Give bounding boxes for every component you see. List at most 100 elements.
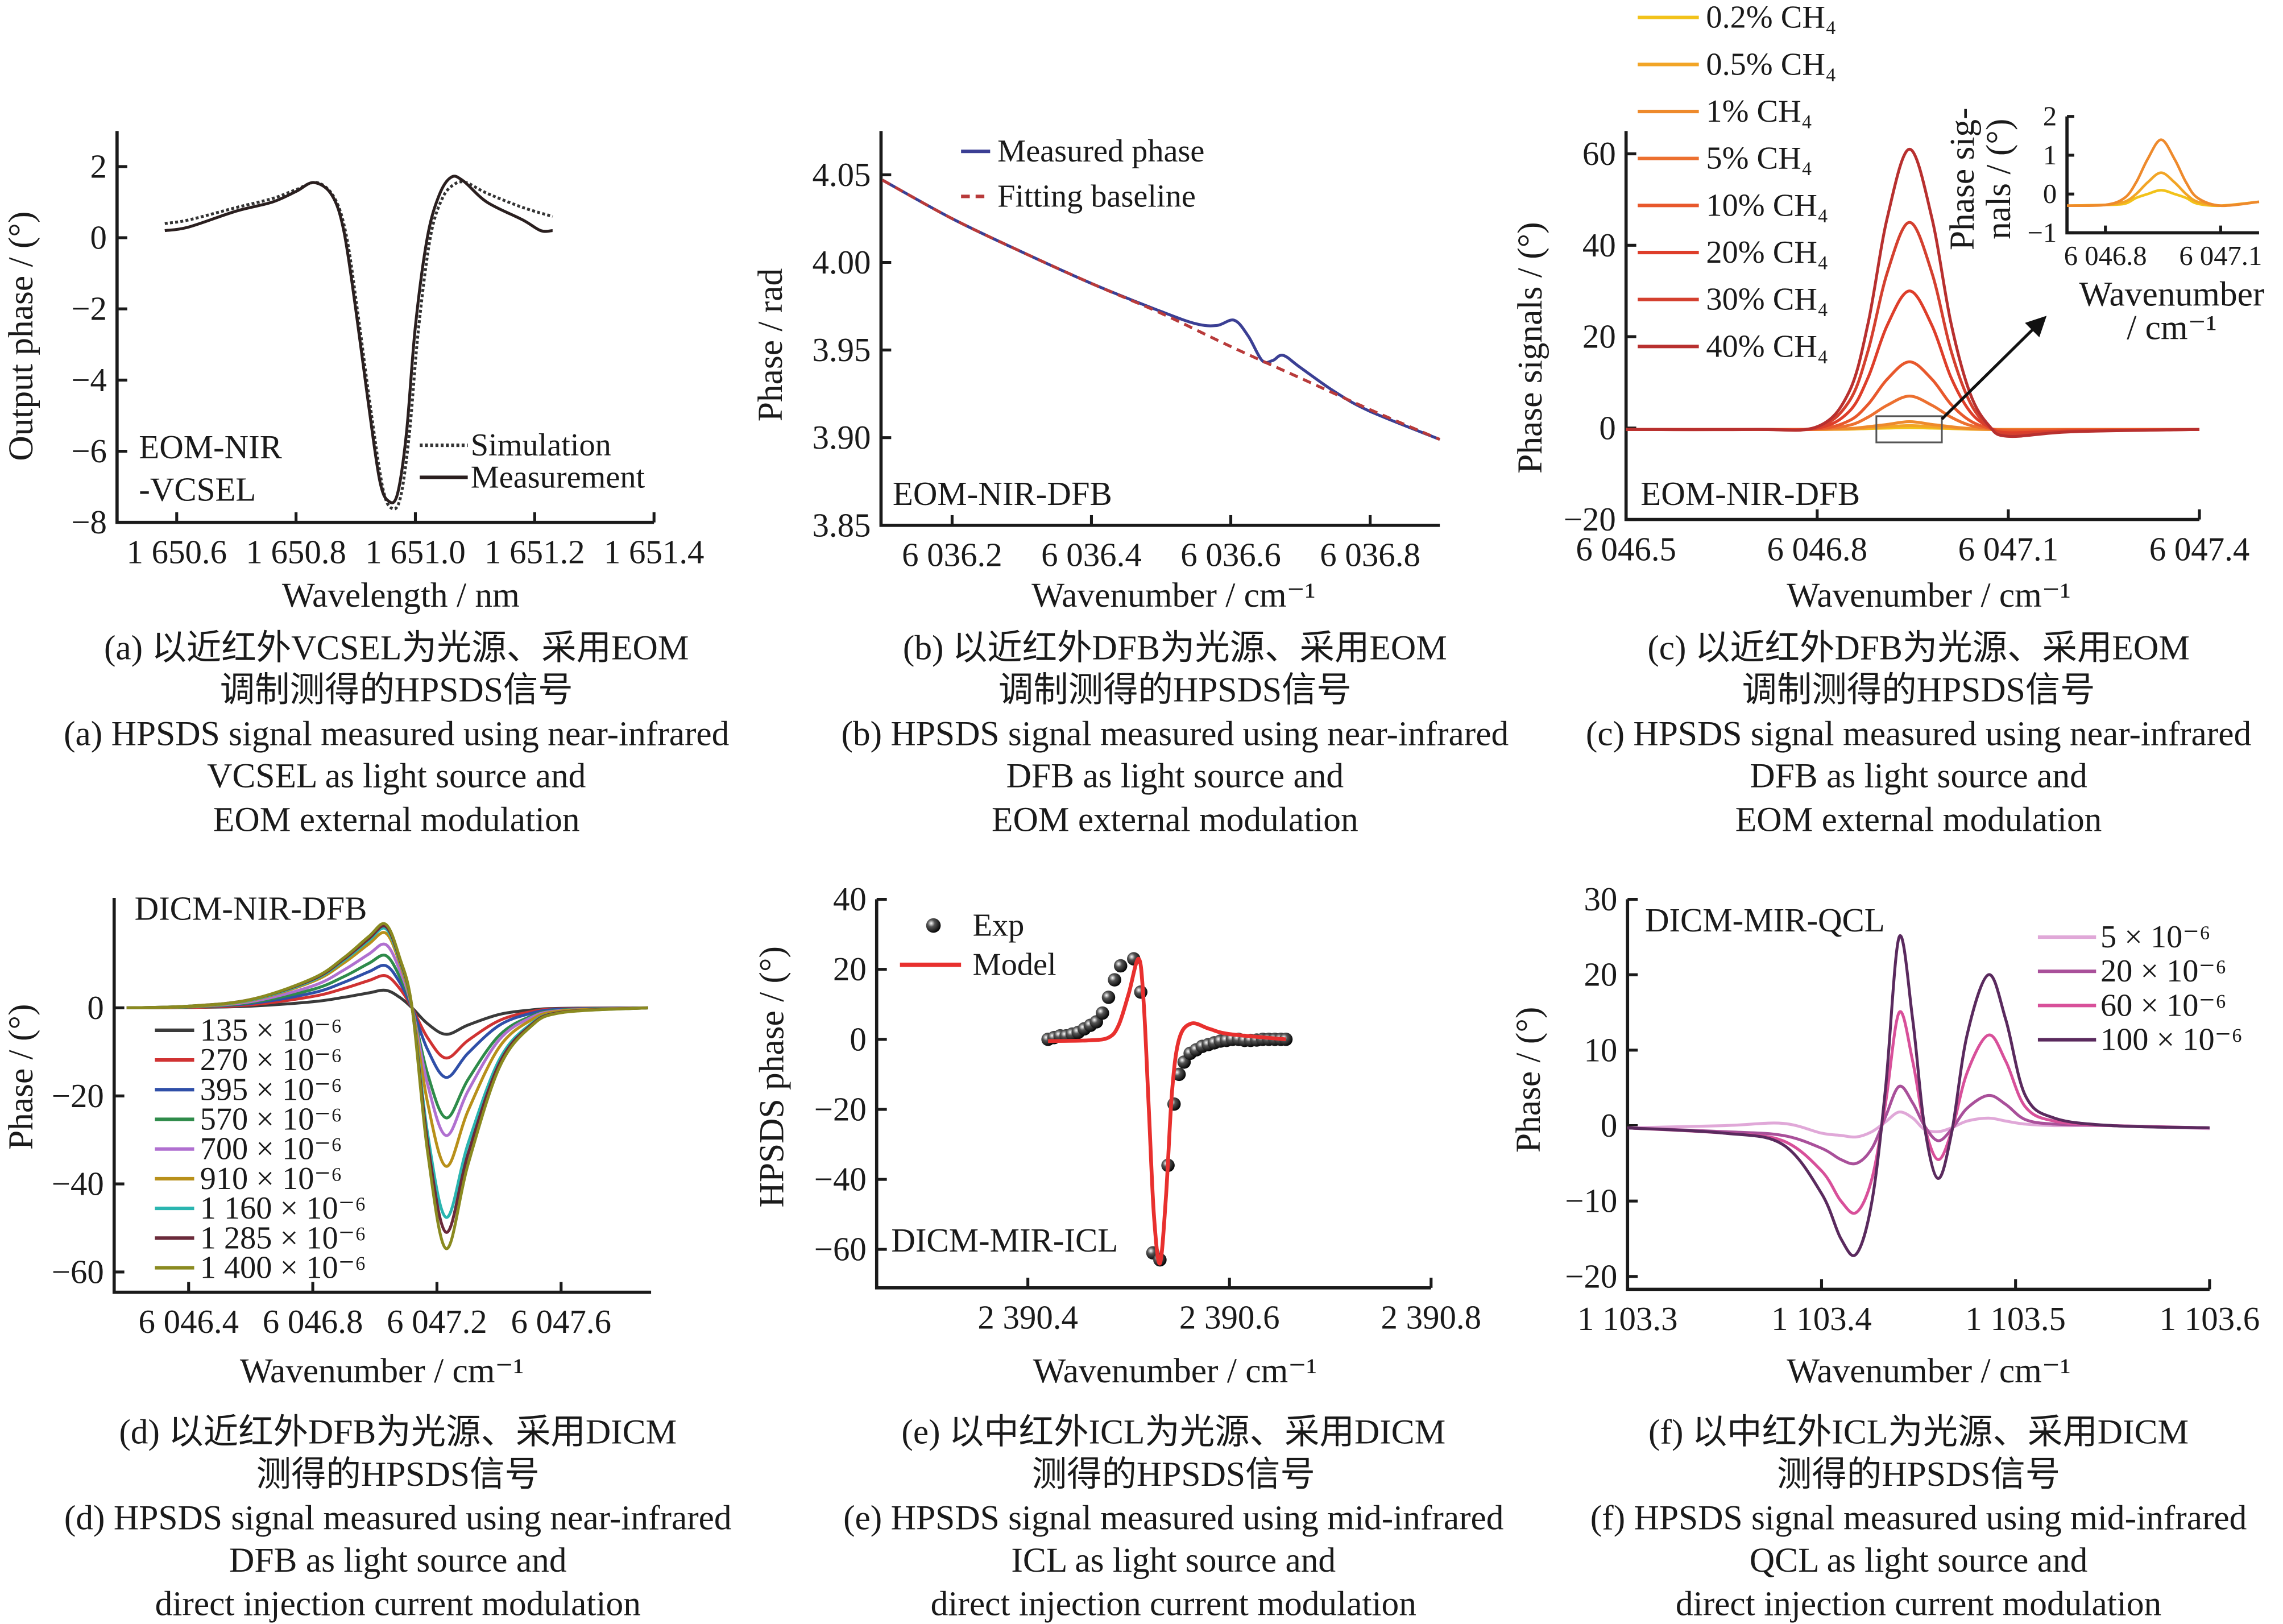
y-tick-label: −20 [814,1091,867,1128]
x-tick-label: 6 047.2 [387,1303,487,1340]
caption-line: ICL as light source and [1011,1541,1336,1580]
series-line [1626,147,2200,438]
series-group [1041,952,1293,1267]
legend-item: 60 × 10⁻⁶ [2037,988,2227,1023]
x-tick-label: 1 651.0 [365,533,466,570]
series-line [1627,1111,2210,1139]
y-axis-title: Phase / (°) [2,1004,40,1150]
x-tick-label: 6 046.5 [1576,531,1676,567]
y-tick-label: 3.85 [812,507,871,544]
chart-panel-a: 1 650.6 1 650.8 1 651.0 1 651.2 1 651.4 2 0 −2 −… [2,131,704,615]
caption-line: (f) 以中红外ICL为光源、采用DICM [1648,1413,2189,1452]
y-tick-label: 3.90 [812,419,871,456]
y-tick-label: −20 [1564,501,1616,538]
x-tick-label: 1 103.6 [2160,1300,2260,1337]
legend-label: Measurement [471,459,645,495]
legend-item: Exp [926,908,1024,943]
series-group [1626,147,2200,438]
legend-item: 135 × 10⁻⁶ [155,1013,342,1048]
x-tick-label: 6 036.4 [1041,537,1142,574]
x-tick-label: 6 047.4 [2149,531,2250,567]
legend-label: 30% CH₄ [1706,282,1828,317]
axis-lines [2065,116,2259,235]
caption-line: direct injection current modulation [1676,1585,2161,1623]
series-line [164,175,553,504]
caption-line: 测得的HPSDS信号 [1777,1455,2060,1494]
legend-item: 0.2% CH₄ [1638,0,1837,35]
legend: Measured phase Fitting baseline [961,134,1204,214]
x-tick-label: 2 390.6 [1179,1299,1280,1336]
caption-line: 测得的HPSDS信号 [256,1455,540,1494]
legend: 0.2% CH₄ 0.5% CH₄ 1% CH₄ 5% CH₄ 10% CH₄ 20% C… [1638,0,1837,364]
x-tick-label: 2 390.8 [1381,1299,1481,1336]
caption-line: (b) HPSDS signal measured using near-inf… [841,714,1509,753]
y-tick-label: 20 [1582,318,1616,355]
caption-line: (e) 以中红外ICL为光源、采用DICM [901,1413,1445,1452]
legend: Exp Model [900,908,1056,983]
y-tick-label: 4.00 [812,244,871,281]
inset-series-line [2067,138,2260,208]
legend-item: 20 × 10⁻⁶ [2037,954,2227,989]
panel-annotation: DICM-NIR-DFB [135,890,367,927]
caption-line: (e) HPSDS signal measured using mid-infr… [843,1499,1503,1538]
series-group [164,175,553,511]
legend-label: 395 × 10⁻⁶ [200,1072,342,1107]
y-tick-label: −60 [814,1231,867,1268]
y-tick-label: 4.05 [812,156,871,193]
y-tick-label: −20 [52,1078,104,1115]
legend-label: Measured phase [997,134,1204,169]
x-tick-label: 2 390.4 [977,1299,1078,1336]
arrow-icon [1941,316,2047,420]
caption-line: (f) HPSDS signal measured using mid-infr… [1590,1499,2247,1538]
x-tick-label: 1 650.8 [246,533,346,570]
y-axis-title: Phase / (°) [1509,1007,1548,1153]
legend-label: 20 × 10⁻⁶ [2100,954,2227,989]
series-line [881,179,1441,441]
legend-label: 5 × 10⁻⁶ [2100,919,2211,955]
legend-label: 1 285 × 10⁻⁶ [200,1220,366,1256]
inset-x-axis-title: Wavenumber [2079,275,2264,313]
caption-line: (a) 以近红外VCSEL为光源、采用EOM [104,628,689,667]
series-group [1627,934,2210,1257]
legend-label: 20% CH₄ [1706,235,1828,270]
legend-item: 5% CH₄ [1638,141,1812,176]
y-tick-label: −20 [1565,1258,1617,1295]
y-tick-label: 2 [2043,101,2057,132]
y-tick-label: −2 [71,291,107,328]
inset-series-line [2067,189,2260,208]
chart-panel-f: 1 103.3 1 103.4 1 103.5 1 103.6 30 20 10 0 −10 −2… [1509,881,2260,1390]
panel-annotation: EOM-NIR-DFB [893,475,1112,512]
data-point [1108,973,1121,987]
y-tick-label: 20 [1584,956,1617,993]
y-tick-label: −6 [71,433,107,470]
legend-label: 700 × 10⁻⁶ [200,1132,342,1167]
inset-series-line [2067,171,2260,207]
legend-label: 570 × 10⁻⁶ [200,1101,342,1137]
legend-marker [926,918,941,933]
y-axis-title: Phase signals / (°) [1511,222,1549,473]
y-tick-label: −1 [2027,217,2057,248]
y-tick-label: 0 [1599,409,1615,446]
legend-label: 5% CH₄ [1706,141,1812,176]
y-axis-title: HPSDS phase / (°) [752,946,791,1208]
panel-annotation: DICM-MIR-ICL [891,1222,1118,1259]
legend-item: Measured phase [961,134,1204,169]
x-tick-label: 6 036.2 [902,537,1002,574]
x-tick-label: 6 047.1 [1958,531,2059,567]
chart-panel-b: 6 036.2 6 036.4 6 036.6 6 036.8 4.05 4.00 3.95… [751,131,1441,615]
axis-lines [112,897,652,1294]
y-tick-label: −60 [52,1253,104,1290]
caption-line: direct injection current modulation [155,1585,641,1623]
legend-item: 40% CH₄ [1638,329,1829,364]
y-tick-label: 0 [90,219,107,256]
caption-line: VCSEL as light source and [207,756,586,795]
legend-item: 395 × 10⁻⁶ [155,1072,342,1107]
x-tick-label: 6 036.8 [1320,537,1420,574]
legend-item: 20% CH₄ [1638,235,1829,270]
legend-item: Simulation [420,428,611,463]
caption-d: (d) 以近红外DFB为光源、采用DICM 测得的HPSDS信号 (d) HPS… [64,1413,732,1623]
legend-label: 270 × 10⁻⁶ [200,1042,342,1078]
